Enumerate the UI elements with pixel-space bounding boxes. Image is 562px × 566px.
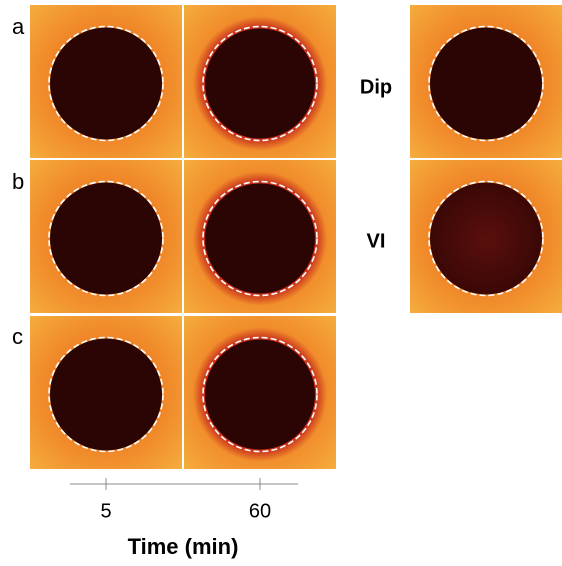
panel-disc: [205, 340, 315, 450]
image-panel: [184, 160, 336, 313]
row-label: c: [12, 324, 23, 349]
image-panel: [410, 160, 562, 313]
panel-disc: [50, 339, 162, 451]
panel-disc: [205, 184, 315, 294]
image-panel: [410, 5, 562, 158]
image-panel: [30, 5, 182, 158]
image-panel: [184, 5, 336, 158]
side-label: Dip: [360, 76, 392, 98]
panel-disc: [430, 28, 542, 140]
row-label: a: [12, 14, 25, 39]
image-panel: [30, 160, 182, 313]
panel-disc: [205, 29, 315, 139]
x-tick-label: 5: [100, 500, 111, 522]
figure: a b c Dip VI 5 60 Time (min): [0, 0, 562, 561]
panel-disc: [430, 183, 542, 295]
row-label: b: [12, 169, 24, 194]
image-panels: [30, 5, 562, 469]
side-label: VI: [367, 230, 386, 252]
panel-disc: [50, 183, 162, 295]
x-axis-title: Time (min): [128, 534, 239, 559]
panel-disc: [50, 28, 162, 140]
image-panel: [30, 316, 182, 469]
image-panel: [184, 316, 336, 469]
x-tick-label: 60: [249, 500, 271, 522]
